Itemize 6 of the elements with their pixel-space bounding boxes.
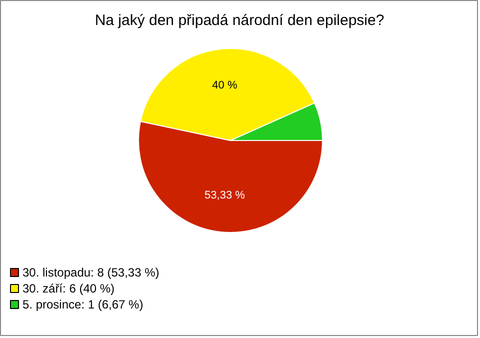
legend-label: 5. prosince: 1 (6,67 %)	[22, 298, 144, 312]
legend-label: 30. listopadu: 8 (53,33 %)	[22, 266, 160, 280]
data-label: 40 %	[212, 80, 238, 92]
chart-title: Na jaký den připadá národní den epilepsie?	[94, 12, 384, 29]
data-label: 53,33 %	[204, 189, 246, 202]
legend-label: 30. září: 6 (40 %)	[22, 282, 115, 296]
